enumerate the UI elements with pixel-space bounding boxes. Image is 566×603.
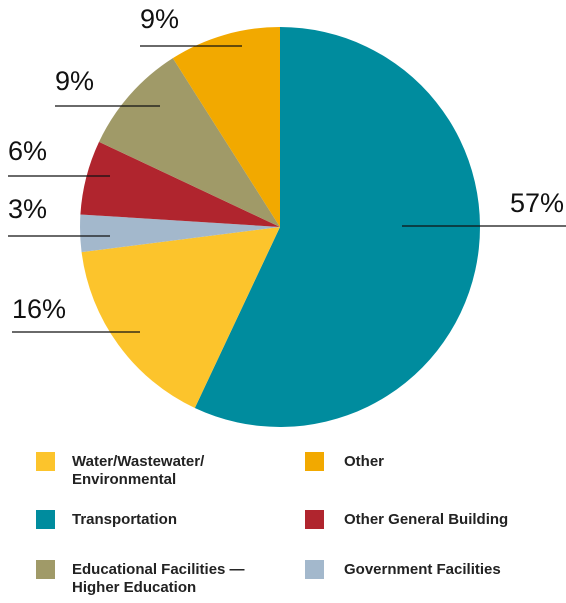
legend-label: Government Facilities (344, 561, 501, 578)
data-label: 9% (55, 66, 94, 96)
pie-slice (80, 214, 281, 253)
legend-swatch (36, 452, 55, 471)
data-label: 9% (140, 4, 179, 34)
data-label: 16% (12, 294, 66, 324)
legend-swatch (305, 452, 324, 471)
pie-slice (80, 141, 280, 227)
legend-swatch (305, 510, 324, 529)
legend-label: Transportation (72, 511, 178, 528)
data-label: 3% (8, 194, 47, 224)
legend-swatch (305, 560, 324, 579)
pie-slice (81, 227, 280, 408)
legend-label: Other (344, 453, 385, 470)
pie-slice (194, 27, 480, 427)
legend-label: Other General Building (344, 511, 509, 528)
data-label: 57% (510, 188, 564, 218)
pie-slice (172, 26, 280, 227)
legend-swatch (36, 560, 55, 579)
legend-label: Water/Wastewater/ Environmental (72, 453, 205, 488)
legend-label: Educational Facilities — Higher Educatio… (72, 561, 245, 596)
pie-slice (99, 58, 280, 227)
data-label: 6% (8, 136, 47, 166)
legend-swatch (36, 510, 55, 529)
